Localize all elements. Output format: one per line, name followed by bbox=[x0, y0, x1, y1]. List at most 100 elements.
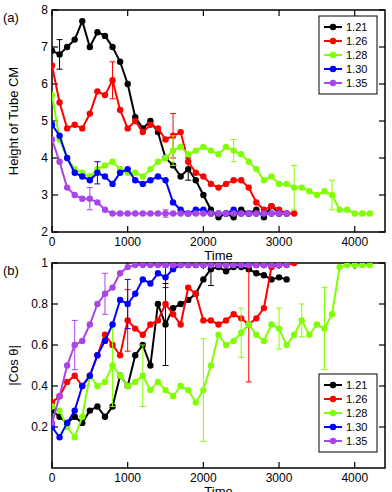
x-tick bbox=[51, 263, 52, 269]
data-point bbox=[94, 352, 100, 358]
data-point bbox=[215, 321, 221, 327]
data-point bbox=[253, 199, 259, 205]
data-point bbox=[117, 373, 123, 379]
y-tick bbox=[379, 157, 385, 158]
data-point bbox=[87, 373, 93, 379]
data-point bbox=[117, 270, 123, 276]
data-point bbox=[185, 159, 191, 165]
data-point bbox=[124, 383, 130, 389]
error-bar bbox=[57, 40, 63, 70]
error-bar bbox=[185, 158, 191, 180]
data-point bbox=[117, 59, 123, 65]
data-point bbox=[329, 311, 335, 317]
data-point bbox=[56, 393, 62, 399]
data-point bbox=[147, 321, 153, 327]
data-point bbox=[170, 311, 176, 317]
series bbox=[52, 136, 290, 217]
y-tick bbox=[379, 231, 385, 232]
data-point bbox=[117, 170, 123, 176]
data-point bbox=[79, 338, 85, 344]
x-tick bbox=[127, 226, 128, 232]
y-tick bbox=[379, 83, 385, 84]
data-point bbox=[79, 18, 85, 24]
x-tick bbox=[278, 10, 279, 16]
data-point bbox=[299, 184, 305, 190]
legend-label: 1.21 bbox=[346, 379, 367, 391]
legend-marker bbox=[330, 382, 336, 388]
data-point bbox=[94, 170, 100, 176]
x-tick bbox=[354, 226, 355, 232]
x-tick-label: 1000 bbox=[114, 471, 141, 485]
plot-frame bbox=[52, 10, 385, 232]
y-tick-label: 1 bbox=[41, 256, 48, 270]
data-point bbox=[162, 136, 168, 142]
error-cap bbox=[321, 369, 327, 370]
data-point bbox=[276, 210, 282, 216]
data-point bbox=[140, 129, 146, 135]
y-tick bbox=[379, 262, 385, 263]
data-point bbox=[117, 352, 123, 358]
error-bar bbox=[125, 279, 131, 328]
x-axis-label: Time bbox=[204, 484, 232, 492]
data-point bbox=[261, 210, 267, 216]
error-bar bbox=[238, 308, 244, 357]
y-tick-label: 3 bbox=[41, 188, 48, 202]
error-bar bbox=[94, 162, 100, 184]
data-point bbox=[230, 263, 236, 268]
y-tick bbox=[379, 194, 385, 195]
series-line bbox=[52, 140, 287, 214]
data-point bbox=[200, 317, 206, 323]
legend-label: 1.26 bbox=[346, 35, 367, 47]
legend-marker bbox=[330, 24, 336, 30]
data-point bbox=[336, 264, 342, 270]
y-tick bbox=[379, 9, 385, 10]
data-point bbox=[102, 338, 108, 344]
data-point bbox=[147, 210, 153, 216]
data-point bbox=[162, 210, 168, 216]
error-bar bbox=[231, 140, 237, 162]
data-point bbox=[64, 44, 70, 50]
data-point bbox=[283, 263, 289, 268]
x-tick bbox=[278, 226, 279, 232]
data-point bbox=[352, 210, 358, 216]
data-point bbox=[208, 317, 214, 323]
data-point bbox=[253, 210, 259, 216]
series bbox=[52, 263, 290, 426]
data-point bbox=[283, 210, 289, 216]
data-point bbox=[87, 44, 93, 50]
data-point bbox=[238, 263, 244, 268]
data-point bbox=[155, 301, 161, 307]
data-point bbox=[246, 210, 252, 216]
legend-marker bbox=[330, 66, 336, 72]
figure: 010002000300040002345678TimeHeight of Tu… bbox=[0, 0, 392, 492]
data-point bbox=[253, 270, 259, 276]
data-point bbox=[238, 210, 244, 216]
legend-marker bbox=[330, 438, 336, 444]
data-point bbox=[79, 196, 85, 202]
data-point bbox=[306, 188, 312, 194]
data-point bbox=[155, 173, 161, 179]
error-cap bbox=[238, 357, 244, 358]
data-point bbox=[64, 125, 70, 131]
data-point bbox=[230, 311, 236, 317]
data-point bbox=[147, 166, 153, 172]
data-point bbox=[124, 383, 130, 389]
data-point bbox=[344, 207, 350, 213]
data-point bbox=[102, 291, 108, 297]
error-cap bbox=[72, 320, 78, 321]
data-point bbox=[246, 321, 252, 327]
legend-marker bbox=[330, 410, 336, 416]
data-point bbox=[102, 92, 108, 98]
data-point bbox=[155, 263, 161, 268]
data-point bbox=[238, 210, 244, 216]
y-tick bbox=[379, 46, 385, 47]
data-point bbox=[140, 210, 146, 216]
data-point bbox=[246, 263, 252, 268]
data-point bbox=[177, 301, 183, 307]
x-tick-label: 3000 bbox=[266, 235, 293, 249]
data-point bbox=[56, 434, 62, 440]
data-point bbox=[140, 181, 146, 187]
error-cap bbox=[200, 441, 206, 442]
error-bar bbox=[329, 180, 335, 210]
error-bar bbox=[321, 288, 327, 370]
